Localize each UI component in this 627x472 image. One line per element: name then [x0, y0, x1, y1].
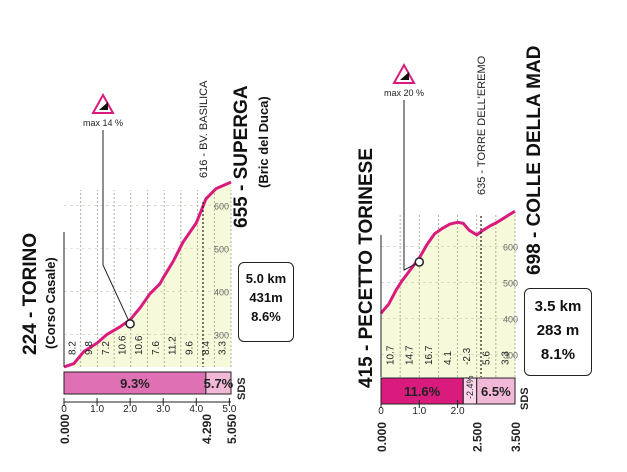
gradient-label: 8.2 — [67, 341, 78, 355]
distance-label: 0.000 — [375, 422, 389, 452]
start-place-sub: (Corso Casale) — [43, 257, 58, 349]
x-tick-label: 3.0 — [156, 404, 170, 415]
profile-area-0 — [64, 182, 231, 367]
elev-tick-label: 500 — [503, 279, 518, 289]
gradient-label: 10.7 — [386, 345, 397, 365]
waypoint-label: 616 - BV. BASILICA — [198, 80, 210, 178]
max-gradient-icon — [91, 92, 115, 114]
climb-stats-box: 5.0 km 431m 8.6% — [238, 262, 294, 342]
segment-label: -2.4% — [465, 375, 475, 399]
end-place-sub: (Bric del Duca) — [256, 96, 271, 188]
segment-bar — [205, 371, 232, 395]
gradient-label: 3.3 — [218, 341, 229, 355]
gradient-label: 14.7 — [405, 345, 416, 365]
x-tick-label: 5.0 — [222, 404, 236, 415]
x-tick-label: 1.0 — [90, 404, 104, 415]
climb-stat: 8.1% — [540, 346, 576, 363]
distance-label: 0.000 — [58, 414, 72, 444]
gradient-label: 3.3 — [500, 351, 511, 365]
slope-icon — [400, 72, 409, 80]
elev-tick-label: 400 — [214, 288, 229, 298]
gradient-label: 4.1 — [443, 351, 454, 365]
max-gradient-icon — [392, 62, 416, 84]
max-gradient-label: max 20 % — [384, 88, 424, 98]
max-gradient-callout — [403, 100, 420, 271]
x-tick-label: 0 — [61, 404, 67, 415]
x-tick-label: 1.0 — [412, 406, 426, 417]
distance-label: 3.500 — [509, 422, 523, 452]
gradient-label: 9.8 — [84, 341, 95, 355]
end-place-label: 698 - COLLE DELLA MAD — [524, 46, 545, 275]
x-tick-label: 2.0 — [123, 404, 137, 415]
segment-label: 11.6% — [404, 384, 441, 399]
gradient-label: 8.4 — [201, 341, 212, 355]
profile-line-0 — [63, 180, 232, 369]
max-gradient-point — [414, 257, 425, 267]
elev-tick-label: 300 — [214, 330, 229, 340]
elev-tick-label: 600 — [503, 242, 518, 252]
waypoint-label: 635 - TORRE DELL'EREMO — [476, 55, 488, 195]
gradient-label: 9.6 — [184, 341, 195, 355]
sds-label: SDS — [519, 387, 531, 410]
gradient-label: 10.6 — [134, 335, 145, 355]
gradient-label: 16.7 — [424, 345, 435, 365]
segment-label: 5.7% — [204, 376, 234, 391]
x-tick-label: 0 — [378, 406, 384, 417]
max-gradient-point — [125, 319, 135, 329]
distance-label: 4.290 — [200, 414, 214, 444]
gradient-label: 11.2 — [168, 336, 179, 355]
x-tick-label: 2.0 — [451, 406, 465, 417]
x-tick-label: 4.0 — [189, 404, 203, 415]
gradient-label: 7.2 — [101, 341, 112, 355]
segment-bar — [476, 377, 516, 405]
climb-stat: 3.5 km — [534, 298, 582, 315]
distance-label: 2.500 — [471, 422, 485, 452]
segment-label: 9.3% — [120, 376, 150, 391]
start-place-label: 415 - PECETTO TORINESE — [356, 148, 377, 388]
climb-stat: 431m — [249, 290, 283, 305]
gradient-label: 5.6 — [481, 351, 492, 365]
segment-label: 6.5% — [481, 384, 511, 399]
elev-tick-label: 500 — [214, 245, 229, 255]
max-gradient-callout — [102, 130, 131, 325]
climb-stat: 5.0 km — [245, 271, 287, 286]
sds-label: SDS — [236, 377, 248, 400]
climb-stat: 283 m — [536, 322, 580, 339]
distance-label: 5.050 — [225, 414, 239, 444]
elev-tick-label: 600 — [214, 202, 229, 212]
elev-tick-label: 300 — [503, 351, 518, 361]
elev-tick-label: 400 — [503, 315, 518, 325]
climb-stats-box: 3.5 km 283 m 8.1% — [524, 288, 592, 376]
end-place-label: 655 - SUPERGA — [231, 85, 252, 228]
max-gradient-label: max 14 % — [83, 118, 123, 128]
climb-stat: 8.6% — [251, 309, 281, 324]
gradient-label: 10.6 — [117, 335, 128, 355]
start-place-label: 224 - TORINO — [20, 233, 41, 355]
gradient-label: 7.6 — [151, 341, 162, 355]
profile-line-1 — [379, 209, 516, 315]
slope-icon — [99, 102, 108, 110]
gradient-label: -2.3 — [462, 347, 473, 365]
segment-bar — [380, 377, 464, 405]
